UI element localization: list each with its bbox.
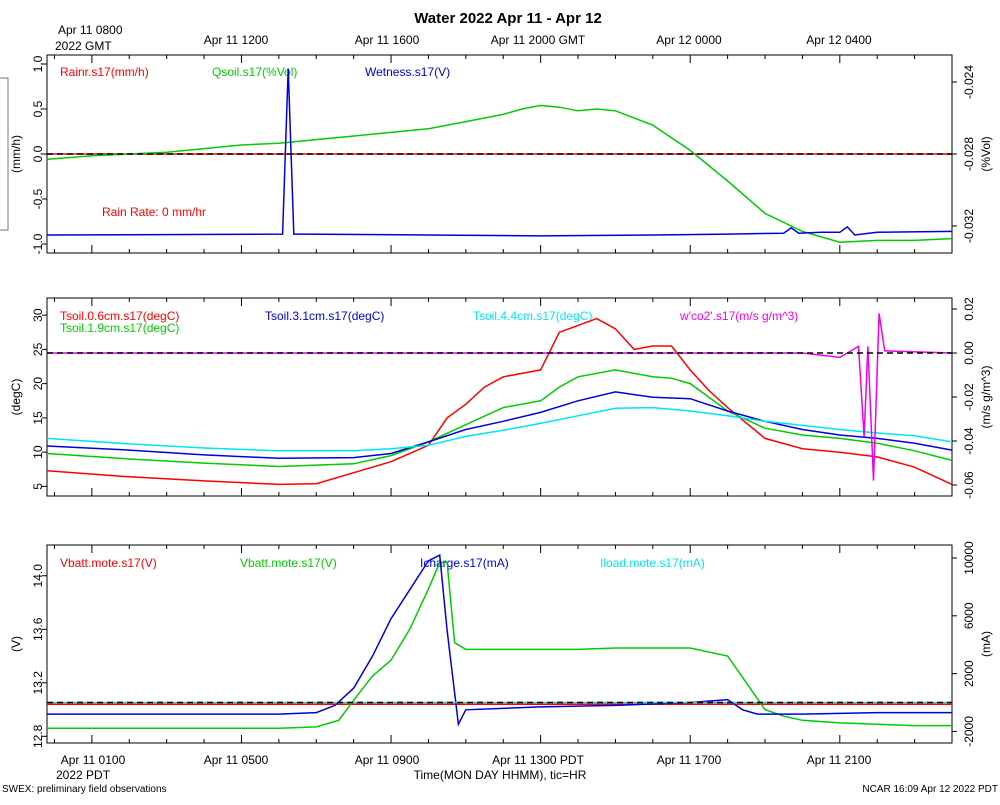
y-tick-label-left: 1.0 bbox=[31, 55, 45, 72]
series-line-middle-4 bbox=[47, 313, 953, 481]
top-time-label: Apr 11 0800 bbox=[58, 23, 123, 37]
top-time-label: Apr 12 0000 bbox=[656, 33, 722, 47]
y-tick-label-right: -0.04 bbox=[962, 427, 976, 455]
y-tick-label-left: 20 bbox=[31, 377, 45, 391]
y-tick-label-right: 0.00 bbox=[962, 341, 976, 365]
x-axis-label: Time(MON DAY HHMM), tic=HR bbox=[414, 768, 587, 782]
series-line-top-1 bbox=[46, 104, 953, 243]
legend-tsoil-0-6cm: Tsoil.0.6cm.s17(degC) bbox=[60, 309, 179, 323]
top-year-label: 2022 GMT bbox=[55, 39, 112, 53]
y-tick-label-right: 10000 bbox=[962, 541, 976, 575]
series-line-bottom-2 bbox=[47, 553, 952, 727]
panel-bottom: 14.0 13.6 13.2 12.8 10000 6000 2000 -2000 (V) (mA… bbox=[9, 541, 993, 748]
y-tick-label-right: 0.02 bbox=[962, 297, 976, 321]
y-tick-label-left: 0.0 bbox=[31, 145, 45, 162]
legend-wco2: w'co2'.s17(m/s g/m^3) bbox=[679, 309, 798, 323]
series-line-middle-1 bbox=[46, 369, 953, 468]
y-axis-label-right: (%Vol) bbox=[979, 136, 993, 171]
y-axis-label-left: (mm/h) bbox=[9, 135, 23, 173]
top-time-label: Apr 11 1200 bbox=[204, 33, 269, 47]
y-tick-label-right: -0.024 bbox=[962, 65, 976, 99]
y-axis-label-left: (V) bbox=[9, 636, 23, 652]
bottom-time-label: Apr 11 0100 bbox=[61, 753, 126, 767]
y-tick-label-left: 10 bbox=[31, 445, 45, 459]
y-tick-label-left: 13.6 bbox=[31, 617, 45, 641]
y-tick-label-right: -0.032 bbox=[962, 209, 976, 243]
y-tick-label-left: 14.0 bbox=[31, 564, 45, 588]
chart-title: Water 2022 Apr 11 - Apr 12 bbox=[414, 10, 602, 27]
footer-left-note: SWEX: preliminary field observations bbox=[2, 784, 167, 795]
y-tick-label-right: 6000 bbox=[962, 602, 976, 629]
series-line-middle-2 bbox=[46, 391, 953, 460]
legend-iload: Iload.mote.s17(mA) bbox=[600, 556, 705, 570]
bottom-year-label: 2022 PDT bbox=[56, 768, 111, 782]
top-time-label: Apr 11 2000 GMT bbox=[491, 33, 586, 47]
y-axis-label-right: (m/s g/m^3) bbox=[979, 366, 993, 429]
y-axis-label-left: (degC) bbox=[9, 379, 23, 416]
rain-rate-annotation: Rain Rate: 0 mm/hr bbox=[102, 205, 206, 219]
y-tick-label-right: -0.028 bbox=[962, 137, 976, 171]
bottom-time-label: Apr 11 0900 bbox=[355, 753, 420, 767]
series-line-top-2 bbox=[46, 68, 953, 237]
y-tick-label-right: -2000 bbox=[962, 716, 976, 747]
bottom-time-label: Apr 11 1700 bbox=[657, 753, 722, 767]
panel-top: 1.0 0.5 0.0 -0.5 -1.0 -0.024 -0.028 -0.032 (mm/h… bbox=[9, 54, 993, 254]
legend-tsoil-1-9cm: Tsoil.1.9cm.s17(degC) bbox=[60, 321, 179, 335]
y-tick-label-left: 5 bbox=[31, 483, 45, 490]
series-line-middle-0 bbox=[46, 317, 953, 486]
y-tick-label-left: 30 bbox=[31, 308, 45, 322]
legend-vbatt-red: Vbatt.mote.s17(V) bbox=[60, 556, 157, 570]
y-axis-label-right: (mA) bbox=[979, 631, 993, 657]
series-line-bottom-1 bbox=[47, 561, 952, 730]
y-tick-label-left: -0.5 bbox=[31, 188, 45, 209]
bottom-time-label: Apr 11 1300 PDT bbox=[492, 753, 584, 767]
legend-wetness: Wetness.s17(V) bbox=[365, 65, 450, 79]
top-time-label: Apr 11 1600 bbox=[355, 33, 420, 47]
footer-timestamp: NCAR 16:09 Apr 12 2022 PDT bbox=[862, 784, 998, 795]
legend-tsoil-4-4cm: Tsoil.4.4cm.s17(degC) bbox=[473, 309, 592, 323]
y-tick-label-right: 2000 bbox=[962, 660, 976, 687]
series-line-middle-3 bbox=[46, 406, 953, 452]
y-tick-label-right: -0.06 bbox=[962, 471, 976, 499]
legend-tsoil-3-1cm: Tsoil.3.1cm.s17(degC) bbox=[265, 309, 384, 323]
panel-frame bbox=[46, 297, 953, 497]
legend-icharge: Icharge.s17(mA) bbox=[420, 556, 509, 570]
top-time-label: Apr 12 0400 bbox=[806, 33, 872, 47]
panel-frame bbox=[46, 544, 953, 744]
bottom-time-label: Apr 11 0500 bbox=[204, 753, 269, 767]
panel-middle: 30 25 20 15 10 5 0.02 0.00 -0.02 -0.04 -0.06 (degC)… bbox=[9, 297, 993, 499]
y-tick-label-left: 13.2 bbox=[31, 671, 45, 695]
y-tick-label-left: -1.0 bbox=[31, 233, 45, 254]
legend-rainr: Rainr.s17(mm/h) bbox=[60, 65, 149, 79]
y-tick-label-left: 25 bbox=[31, 342, 45, 356]
legend-vbatt-green: Vbatt.mote.s17(V) bbox=[240, 556, 337, 570]
y-tick-label-left: 15 bbox=[31, 411, 45, 425]
left-edge-tab bbox=[0, 77, 9, 231]
bottom-time-label: Apr 11 2100 bbox=[807, 753, 872, 767]
y-tick-label-right: -0.02 bbox=[962, 383, 976, 411]
y-tick-label-left: 0.5 bbox=[31, 100, 45, 117]
y-tick-label-left: 12.8 bbox=[31, 724, 45, 748]
legend-qsoil: Qsoil.s17(%Vol) bbox=[212, 65, 297, 79]
